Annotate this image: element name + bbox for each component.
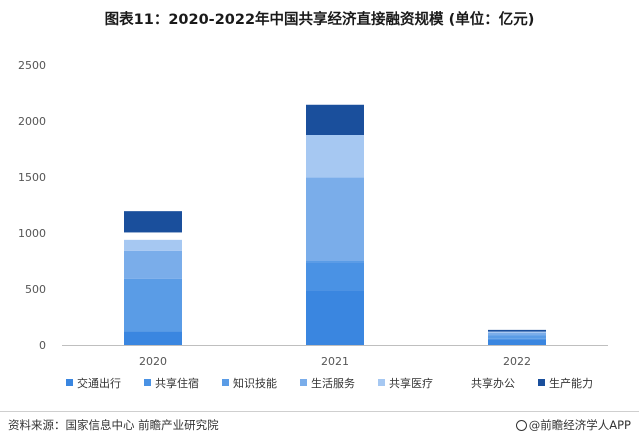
bar-segment [124,232,182,240]
bar-segment [488,329,546,332]
bar-segment [306,261,364,263]
y-tick-label: 0 [39,339,46,352]
bar-segment [488,339,546,345]
legend-label: 生产能力 [549,376,593,390]
bar-segment [124,211,182,233]
y-axis: 0 500 1000 1500 2000 2500 [18,59,46,352]
bar-segment [306,177,364,261]
stacked-bar-chart: 0 500 1000 1500 2000 2500 2020 2021 2022 交通出行 共享… [18,59,608,390]
y-tick-label: 1000 [18,227,46,240]
bar-segment [306,104,364,135]
x-tick-label: 2022 [503,355,531,368]
bar-segment [124,239,182,251]
brand-credit: @前瞻经济学人APP [515,417,631,433]
bar-segment [124,250,182,279]
legend-label: 共享住宿 [155,376,199,390]
y-tick-label: 2500 [18,59,46,72]
bar-segment [306,135,364,178]
bar-stacks [124,104,546,345]
x-axis: 2020 2021 2022 [139,355,531,368]
legend-swatch [538,379,545,386]
bar-segment [124,331,182,345]
bar-segment [306,290,364,345]
bar-segment [124,278,182,332]
legend-swatch [460,379,467,386]
brand-text: @前瞻经济学人APP [528,418,631,432]
brand-logo-icon [515,420,527,431]
legend-label: 共享办公 [471,376,515,390]
legend-swatch [144,379,151,386]
y-tick-label: 1500 [18,171,46,184]
legend-label: 知识技能 [233,376,277,390]
bar-segment [488,332,546,336]
footer-divider [0,411,639,412]
bar-segment [488,338,546,340]
legend-swatch [300,379,307,386]
legend-label: 共享医疗 [389,376,433,390]
bar-segment [488,335,546,339]
legend: 交通出行 共享住宿 知识技能 生活服务 共享医疗 共享办公 生产能力 [66,376,593,390]
y-tick-label: 2000 [18,115,46,128]
legend-label: 交通出行 [77,376,121,390]
legend-swatch [378,379,385,386]
legend-swatch [222,379,229,386]
x-tick-label: 2020 [139,355,167,368]
chart-title: 图表11：2020-2022年中国共享经济直接融资规模 (单位：亿元) [104,12,535,28]
y-tick-label: 500 [25,283,46,296]
source-note: 资料来源：国家信息中心 前瞻产业研究院 [8,418,219,432]
legend-swatch [66,379,73,386]
legend-label: 生活服务 [311,376,355,390]
bar-segment [488,331,546,333]
bar-segment [306,262,364,291]
x-tick-label: 2021 [321,355,349,368]
